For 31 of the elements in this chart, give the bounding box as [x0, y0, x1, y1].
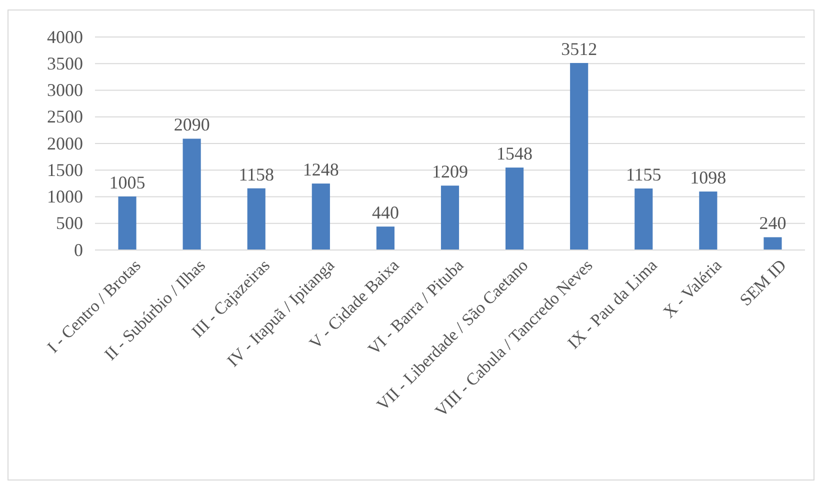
bar [506, 168, 524, 250]
bar [570, 62, 588, 250]
bar [247, 188, 266, 250]
data-label: 1155 [626, 164, 662, 184]
bar [440, 186, 460, 250]
data-label: 1548 [496, 144, 533, 164]
data-label: 1209 [432, 162, 468, 182]
bar [182, 138, 201, 250]
y-tick-label: 4000 [47, 26, 83, 47]
data-label: 1158 [238, 164, 274, 184]
y-tick-label: 2500 [47, 106, 83, 127]
bar [764, 237, 782, 250]
data-label: 440 [372, 202, 399, 223]
y-tick-label: 3000 [47, 80, 83, 100]
bar [634, 188, 653, 250]
data-label: 1005 [109, 172, 146, 192]
bar [118, 196, 136, 250]
data-label: 240 [759, 213, 786, 234]
y-tick-label: 0 [74, 240, 83, 260]
data-label: 1098 [690, 168, 726, 188]
y-tick-label: 2000 [47, 133, 83, 154]
y-tick-label: 500 [56, 213, 83, 234]
y-tick-label: 1000 [47, 186, 83, 207]
data-label: 3512 [561, 38, 598, 59]
data-label: 2090 [174, 114, 210, 135]
bar [312, 184, 330, 250]
y-tick-label: 1500 [47, 160, 83, 180]
data-label: 1248 [302, 160, 339, 180]
bar [699, 192, 718, 250]
y-tick-label: 3500 [47, 53, 83, 74]
bar [376, 226, 394, 250]
